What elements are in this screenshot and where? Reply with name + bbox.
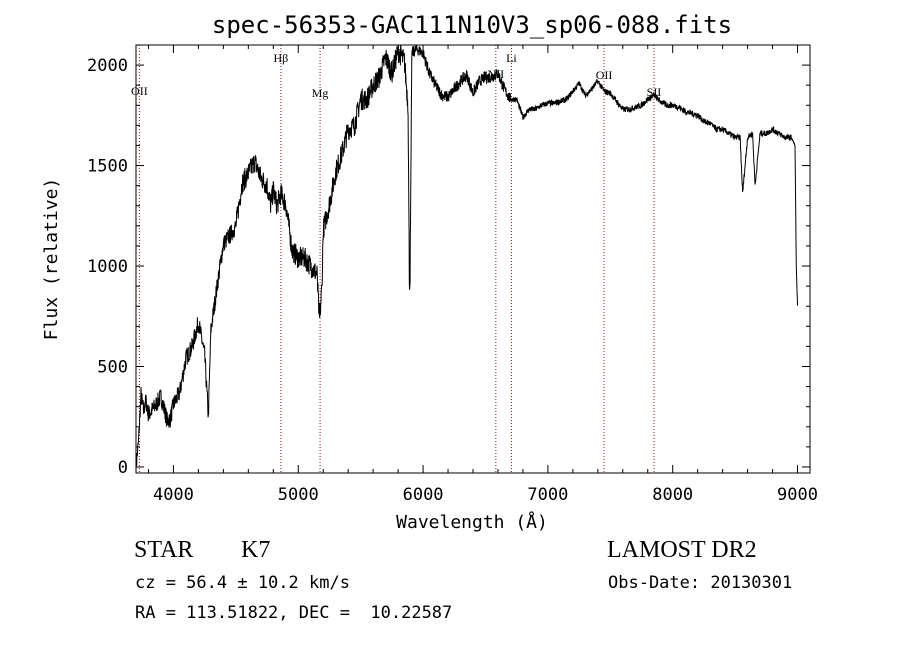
spectrum-line <box>136 45 798 473</box>
y-tick-label: 500 <box>97 358 128 378</box>
x-tick-label: 6000 <box>403 485 444 505</box>
y-tick-label: 2000 <box>87 56 128 76</box>
spectrum-series <box>136 45 798 473</box>
x-tick-label: 9000 <box>777 485 818 505</box>
y-axis-label: Flux (relative) <box>41 178 62 341</box>
survey-label: LAMOST DR2 <box>607 537 757 563</box>
x-axis-label: Wavelength (Å) <box>396 511 548 533</box>
marker-label: Mg <box>312 86 329 100</box>
marker-label: Hβ <box>274 51 289 65</box>
subclass-label: K7 <box>241 537 271 563</box>
obs-date: Obs-Date: 20130301 <box>608 573 793 593</box>
plot-frame <box>135 44 811 474</box>
marker-label: OII <box>131 84 148 98</box>
x-tick-label: 4000 <box>153 485 194 505</box>
y-tick-label: 1000 <box>87 257 128 277</box>
x-axis: 4000 5000 6000 7000 8000 9000 <box>147 45 818 505</box>
x-tick-label: 5000 <box>278 485 319 505</box>
x-tick-label: 7000 <box>527 485 568 505</box>
marker-label: OII <box>596 68 613 82</box>
y-tick-label: 1500 <box>87 157 128 177</box>
y-tick-label: 0 <box>118 458 128 478</box>
class-label: STAR <box>134 537 194 563</box>
y-axis: 0 500 1000 1500 2000 <box>87 56 810 478</box>
x-tick-label: 8000 <box>652 485 693 505</box>
chart-title: spec-56353-GAC111N10V3_sp06-088.fits <box>212 11 732 39</box>
ra-dec-text: RA = 113.51822, DEC = 10.22587 <box>135 603 453 623</box>
marker-label: Li <box>506 51 517 65</box>
redshift-text: cz = 56.4 ± 10.2 km/s <box>135 573 350 593</box>
